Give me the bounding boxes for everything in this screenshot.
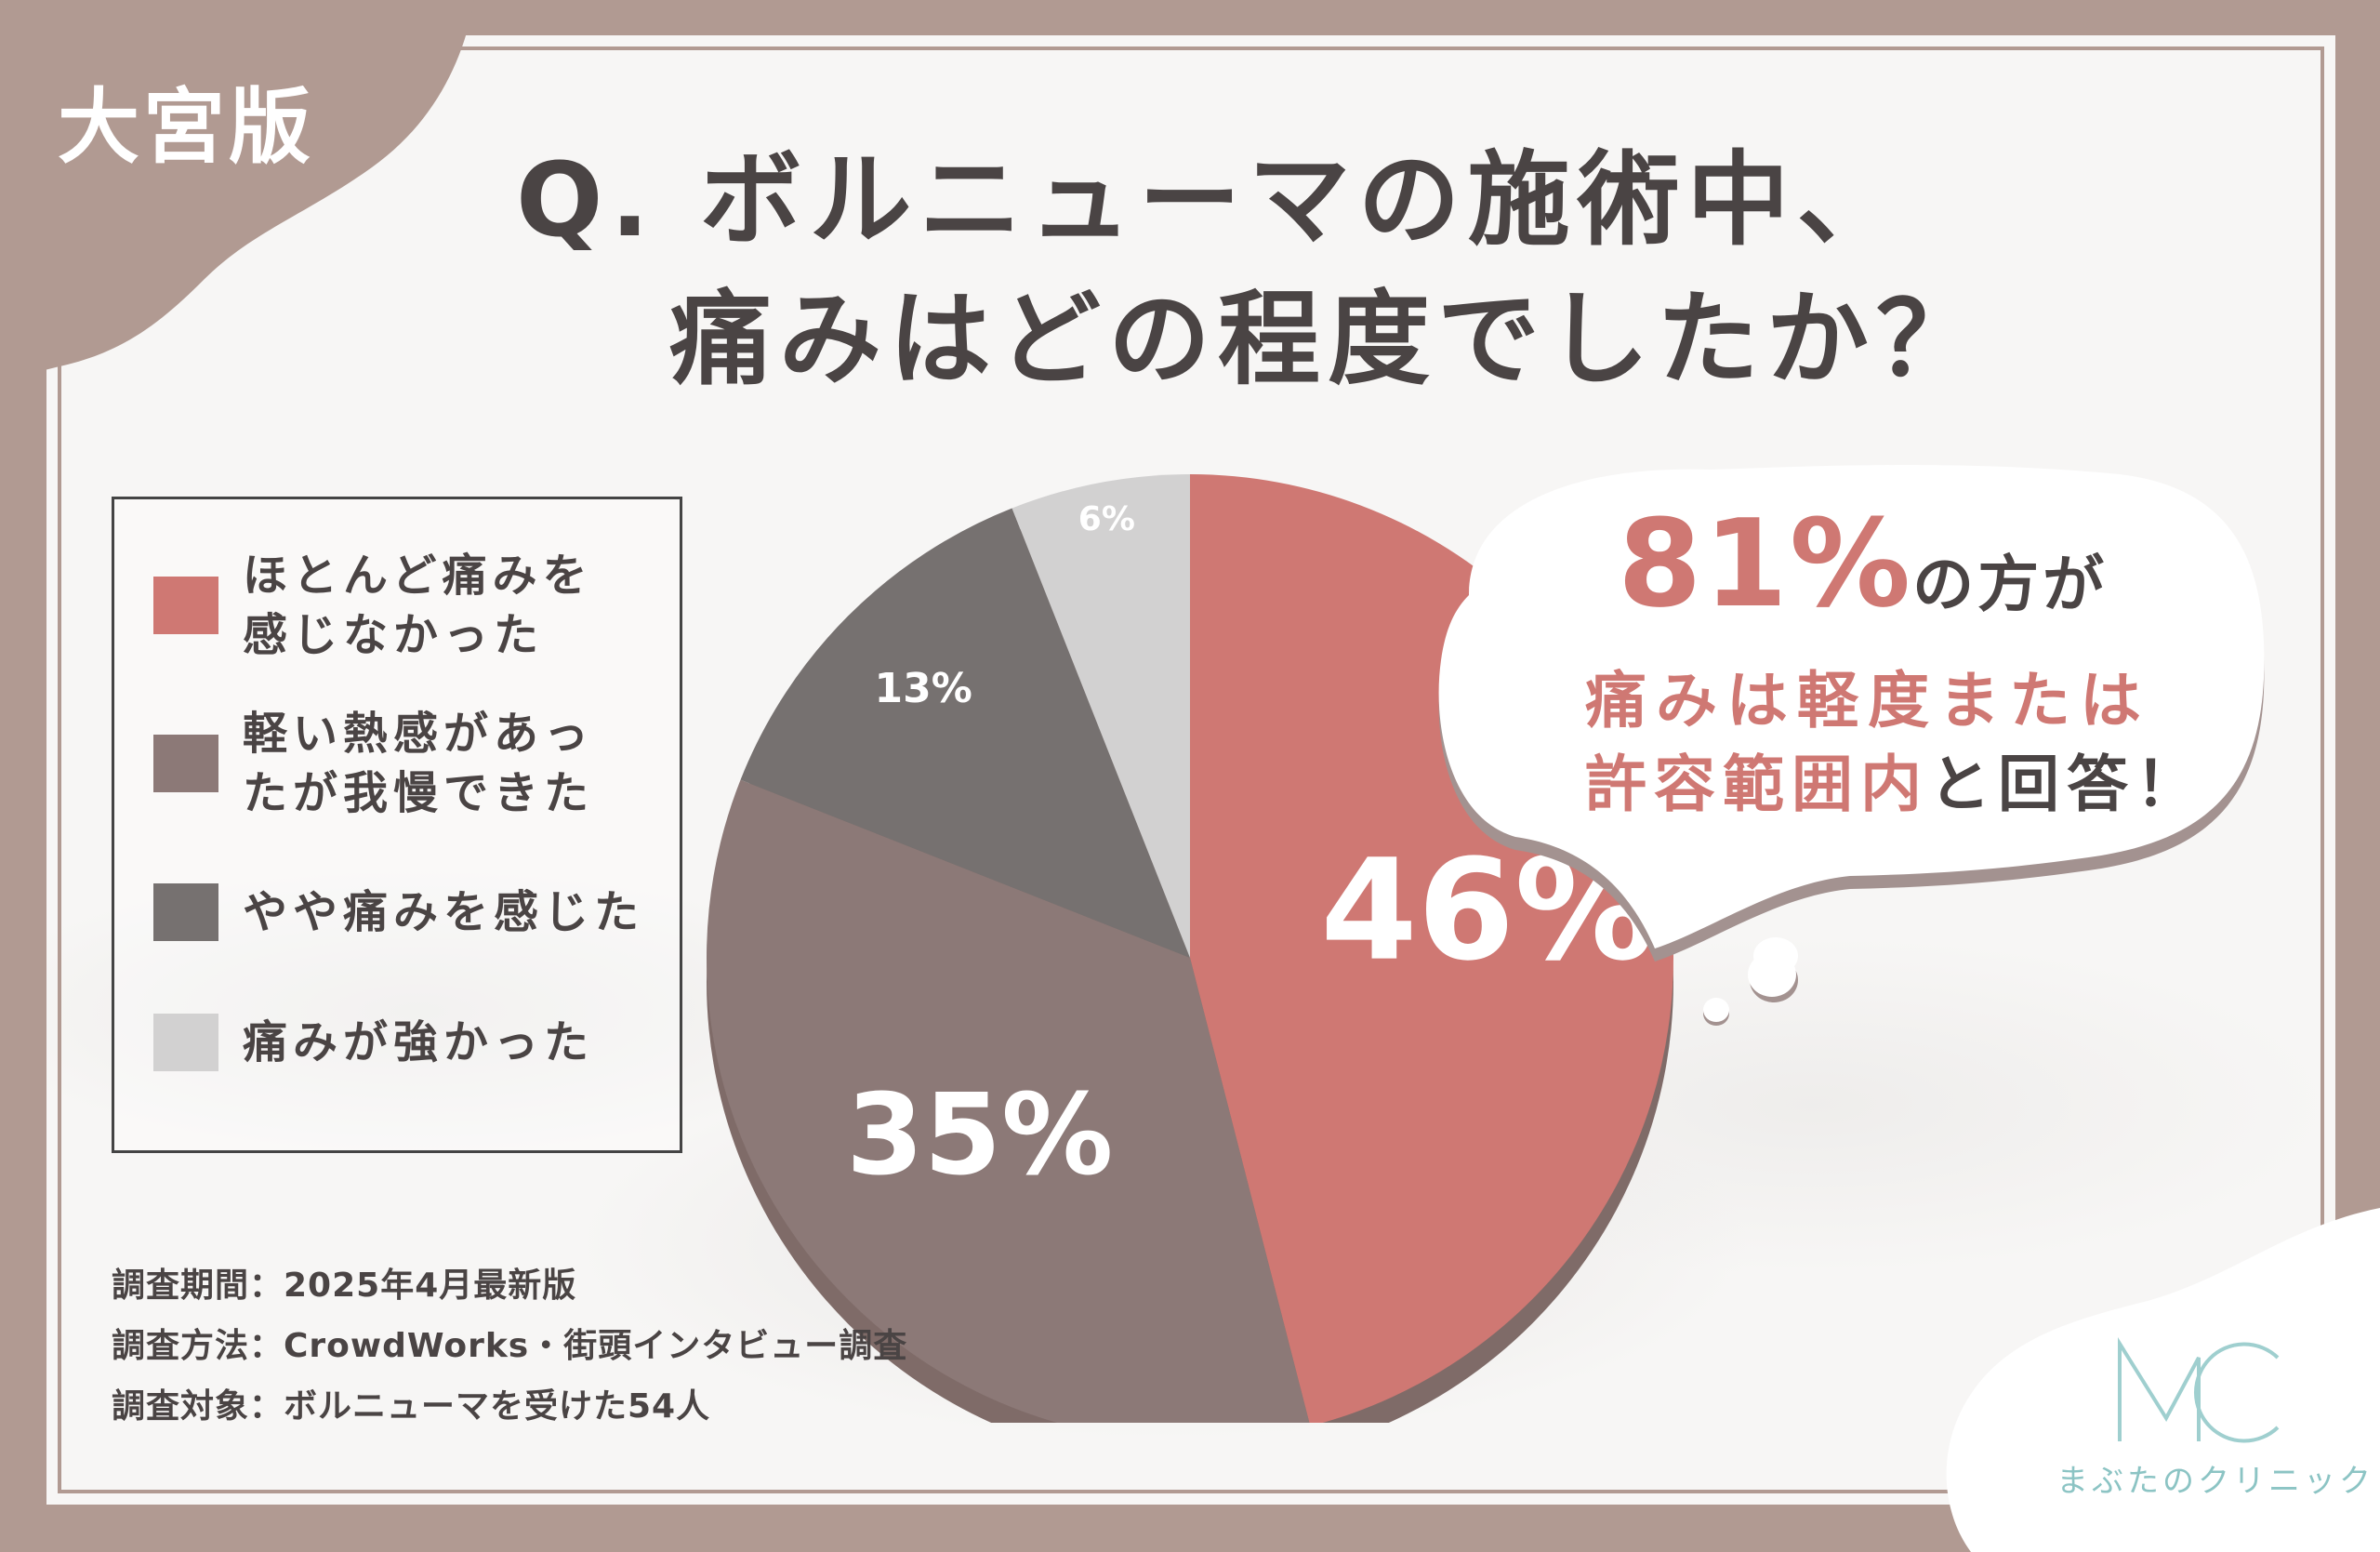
bubble-dots: [1703, 952, 1798, 1026]
legend-label: 軽い熱感があっ たが我慢できた: [243, 708, 595, 819]
legend-item: 軽い熱感があっ たが我慢できた: [153, 704, 594, 823]
clinic-logo-icon: [2118, 1337, 2280, 1443]
pie-data-label: 35%: [846, 1071, 1113, 1200]
legend-swatch: [153, 1014, 218, 1071]
pie-slice: [707, 779, 1310, 1423]
legend-label: やや痛みを感じた: [243, 886, 645, 938]
callout-line-1: 81%の方が: [1618, 493, 2108, 634]
legend-swatch: [153, 577, 218, 634]
legend-label: 痛みが強かった: [243, 1016, 595, 1068]
speech-bubble: [1438, 465, 2265, 967]
survey-target: 調査対象：ボルニューマを受けた54人: [112, 1387, 711, 1426]
legend-label: ほとんど痛みを 感じなかった: [243, 550, 593, 661]
title-line-1: Q. ボルニューマの施術中、: [516, 140, 1907, 259]
legend-swatch: [153, 883, 218, 941]
pie-data-label: 6%: [1078, 500, 1135, 538]
legend-item: やや痛みを感じた: [153, 882, 644, 942]
survey-method: 調査方法：CrowdWorks・街頭インタビュー調査: [112, 1327, 908, 1365]
clinic-name: まぶたのクリニック: [2056, 1463, 2374, 1500]
survey-notes: 調査期間：2025年4月最新版 調査方法：CrowdWorks・街頭インタビュー…: [112, 1255, 907, 1437]
legend-item: ほとんど痛みを 感じなかった: [153, 546, 593, 665]
callout-line-3: 許容範囲内と回答！: [1585, 735, 2204, 824]
page-title: Q. ボルニューマの施術中、 痛みはどの程度でしたか？: [516, 130, 1986, 409]
callout-big-number: 81%: [1618, 493, 1913, 634]
callout-suffix: の方が: [1912, 549, 2109, 620]
callout-line-2: 痛みは軽度または: [1585, 665, 2150, 736]
callout-highlight: 許容範囲内: [1585, 749, 1929, 820]
legend-swatch: [153, 735, 218, 792]
pie-data-label: 13%: [875, 665, 972, 712]
pie-slice: [1012, 474, 1190, 958]
legend-item: 痛みが強かった: [153, 1013, 594, 1072]
chart-legend: ほとんど痛みを 感じなかった 軽い熱感があっ たが我慢できた やや痛みを感じた …: [112, 497, 682, 1153]
callout-rest: と回答！: [1929, 749, 2204, 820]
pie-slice: [740, 508, 1190, 958]
logo-background: [1946, 1208, 2380, 1552]
corner-decoration: [0, 0, 474, 381]
title-line-2: 痛みはどの程度でしたか？: [669, 280, 1986, 399]
edition-label: 大宮版: [58, 79, 315, 175]
survey-period: 調査期間：2025年4月最新版: [112, 1267, 577, 1305]
